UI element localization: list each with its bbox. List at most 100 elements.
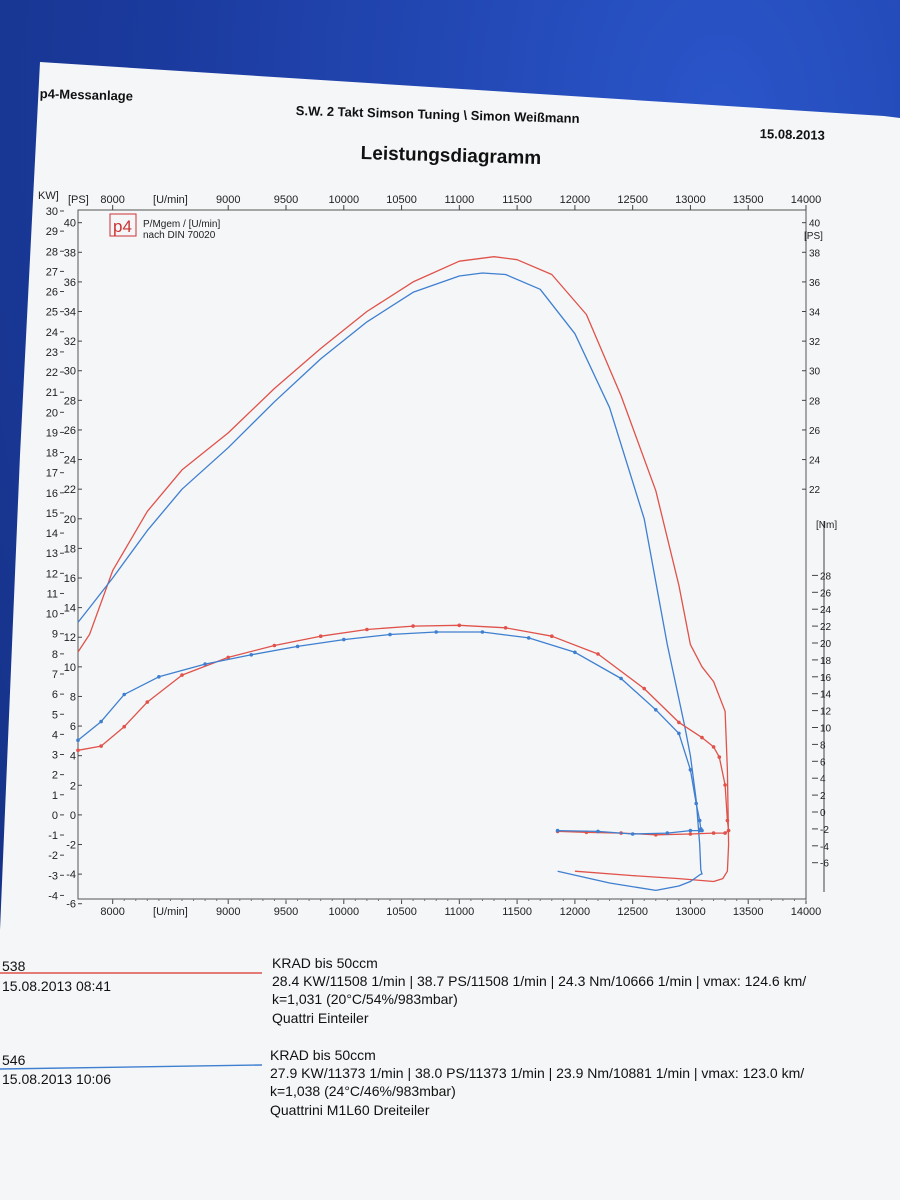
legend-id: 538: [2, 958, 26, 974]
logo-frame: [109, 213, 137, 237]
ps-left-tick-label: 20: [64, 514, 76, 526]
ps-right-axis-label: [PS]: [804, 231, 823, 242]
kw-tick-label: 25: [46, 307, 58, 319]
ps-left-tick-label: 12: [64, 632, 76, 644]
series-point-546: [526, 636, 531, 640]
kw-tick-label: 0: [52, 810, 58, 822]
kw-tick-label: 16: [46, 488, 58, 500]
x-tick-label: 9500: [274, 194, 298, 206]
kw-tick-label: 12: [46, 568, 58, 580]
ps-right-tick-label: 22: [809, 485, 821, 496]
ps-left-axis-label: [PS]: [68, 194, 89, 206]
ps-left-tick-label: 6: [70, 721, 76, 733]
kw-tick-label: 17: [46, 468, 58, 480]
ps-left-tick-label: 4: [70, 751, 76, 763]
series-point-546: [99, 719, 103, 724]
legend-line-546: [0, 1064, 263, 1070]
nm-tick-label: 28: [820, 571, 832, 582]
ps-left-tick-label: 32: [64, 336, 76, 348]
x-tick-label: 9000: [216, 906, 240, 918]
x-tick-label: 8000: [100, 194, 124, 206]
nm-tick-label: 2: [820, 791, 826, 802]
kw-tick-label: 2: [52, 770, 58, 782]
kw-tick-label: 18: [46, 448, 58, 460]
series-point-546: [573, 650, 577, 655]
kw-tick-label: 26: [46, 287, 58, 299]
x-tick-label: 10000: [328, 194, 359, 206]
ps-left-tick-label: 0: [70, 810, 76, 822]
series-point-538: [596, 652, 600, 656]
ps-left-tick-label: 30: [64, 366, 76, 378]
kw-axis-label: KW]: [38, 190, 59, 202]
kw-tick-label: 4: [52, 729, 58, 741]
ps-right-tick-label: 34: [809, 308, 821, 319]
series-point-538: [723, 783, 727, 787]
ps-left-tick-label: 24: [64, 455, 76, 467]
series-point-546: [249, 653, 254, 657]
series-point-546: [203, 662, 207, 666]
series-point-546: [122, 692, 126, 697]
ps-left-tick-label: -4: [66, 869, 76, 881]
series-point-538: [226, 655, 230, 660]
nm-tick-label: 18: [820, 656, 832, 667]
plot-note-2: nach DIN 70020: [143, 230, 216, 241]
nm-tick-label: 22: [820, 622, 832, 633]
series-point-546: [630, 832, 635, 836]
ps-left-tick-label: 16: [64, 573, 76, 585]
x-tick-label: 13000: [675, 906, 706, 918]
legend-class: KRAD bis 50ccm: [272, 955, 378, 971]
series-point-546: [697, 828, 702, 833]
series-point-538: [122, 724, 126, 729]
series-point-538: [726, 828, 731, 833]
x-tick-label: 13500: [733, 194, 764, 206]
ps-right-tick-label: 30: [809, 367, 821, 378]
legend-date: 15.08.2013 10:06: [2, 1071, 111, 1087]
series-point-538: [711, 745, 716, 749]
series-point-538: [318, 634, 323, 638]
series-point-538: [725, 818, 730, 823]
ps-left-tick-label: 2: [70, 780, 76, 792]
series-point-546: [694, 801, 698, 806]
ps-left-tick-label: 10: [64, 662, 76, 674]
axes-layer: 8000800090009000950095001000010000105001…: [38, 190, 837, 918]
x-tick-label: 11500: [502, 194, 532, 206]
nm-tick-label: -4: [820, 842, 829, 853]
series-point-546: [677, 731, 681, 736]
nm-tick-label: 14: [820, 690, 832, 701]
x-tick-label: 10500: [386, 194, 417, 206]
kw-tick-label: 19: [46, 427, 58, 439]
x-tick-label: 14000: [791, 906, 822, 918]
nm-tick-label: 24: [820, 605, 832, 616]
logo-box: p4: [109, 213, 137, 237]
series-point-538: [503, 626, 508, 630]
series-point-546: [295, 644, 300, 649]
kw-tick-label: -2: [48, 850, 58, 862]
series-point-546: [342, 637, 346, 642]
ps-right-tick-label: 24: [809, 456, 821, 467]
series-point-538: [717, 755, 722, 759]
logo-text: p4: [113, 217, 132, 236]
series-point-538: [76, 748, 80, 753]
nm-axis-label: [Nm]: [816, 520, 837, 531]
ps-left-tick-label: 34: [64, 307, 76, 319]
series-point-538: [711, 831, 716, 835]
legend-conditions: k=1,031 (20°C/54%/983mbar): [272, 991, 458, 1007]
ps-right-tick-label: 36: [809, 278, 821, 289]
kw-tick-label: 1: [52, 790, 58, 802]
x-tick-label: 10000: [328, 906, 359, 918]
series-point-546: [688, 768, 693, 772]
ps-right-tick-label: 38: [809, 248, 821, 259]
series-point-538: [365, 627, 369, 632]
kw-tick-label: 13: [46, 548, 58, 560]
x-tick-label: 14000: [791, 194, 822, 206]
x-tick-label: 9500: [274, 906, 298, 918]
legend-description: Quattrini M1L60 Dreiteiler: [270, 1102, 430, 1118]
ps-left-tick-label: 8: [70, 691, 76, 703]
series-layer: [76, 256, 731, 892]
chart-area: 8000800090009000950095001000010000105001…: [38, 190, 837, 918]
legend-date: 15.08.2013 08:41: [2, 978, 111, 994]
x-tick-label: 9000: [216, 194, 240, 206]
ps-left-tick-label: 26: [64, 425, 76, 437]
